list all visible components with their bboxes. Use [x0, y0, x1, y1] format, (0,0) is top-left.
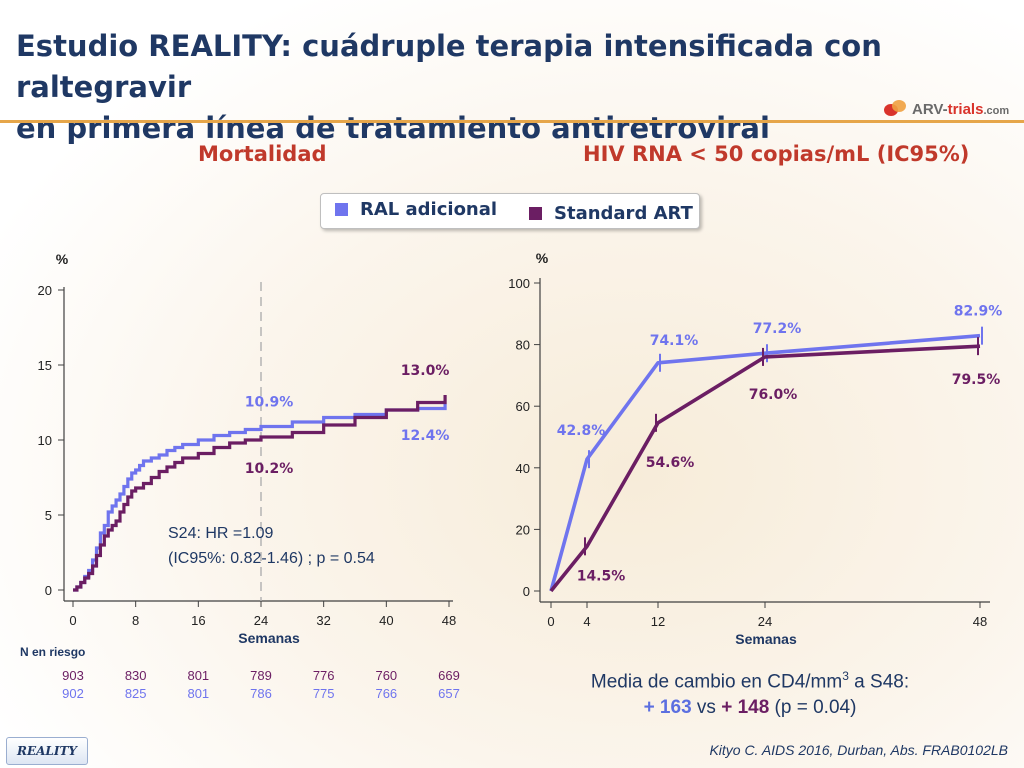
at-risk-value: 776: [313, 668, 335, 683]
hiv-line-standard: [549, 344, 981, 593]
cd4-standard-value: + 148: [721, 697, 770, 719]
title-divider: [0, 120, 1024, 123]
title-line-2: en primera línea de tratamiento antiretr…: [16, 111, 770, 145]
mortality-x-tick-label: 32: [316, 613, 330, 628]
mortality-subtitle: Mortalidad: [198, 142, 327, 166]
hiv-x-axis-label: Semanas: [735, 631, 797, 647]
hiv-x-tick-label: 48: [973, 614, 987, 629]
hiv-y-tick-label: 0: [523, 584, 530, 599]
cd4-change-note: Media de cambio en CD4/mm3 a S48: + 163 …: [590, 669, 910, 719]
mortality-y-tick-label: 10: [38, 433, 52, 448]
mortality-data-label: 13.0%: [401, 363, 450, 379]
hiv-x-tick-label: 24: [758, 614, 772, 629]
hiv-y-tick-label: 80: [516, 338, 530, 353]
legend-label-ral: RAL adicional: [360, 199, 498, 220]
study-tag: REALITY: [6, 737, 88, 765]
mortality-y-tick-label: 0: [45, 583, 52, 598]
hiv-data-label: 54.6%: [646, 455, 695, 471]
hiv-data-label: 74.1%: [650, 333, 699, 349]
mortality-x-tick-label: 8: [132, 613, 139, 628]
at-risk-value: 801: [187, 686, 209, 701]
logo-text: ARV-trials.com: [912, 100, 1010, 118]
mortality-y-tick-label: 5: [45, 508, 52, 523]
hiv-data-label: 77.2%: [753, 321, 802, 337]
legend-item-standard: Standard ART: [529, 203, 693, 224]
mortality-data-label: 10.9%: [245, 395, 294, 411]
logo-mark-icon: [884, 100, 908, 118]
mortality-curve-standard: [73, 395, 447, 592]
legend-item-ral: RAL adicional: [335, 199, 497, 220]
hiv-data-label: 42.8%: [557, 423, 606, 439]
mortality-x-tick-label: 48: [442, 613, 456, 628]
at-risk-value: 801: [187, 668, 209, 683]
at-risk-value: 657: [438, 686, 460, 701]
cd4-ral-value: + 163: [643, 697, 692, 719]
legend-swatch-ral: [335, 203, 348, 216]
mortality-data-label: 10.2%: [245, 461, 294, 477]
hiv-y-tick-label: 40: [516, 461, 530, 476]
hiv-x-tick-label: 0: [547, 614, 554, 629]
at-risk-value: 830: [125, 668, 147, 683]
hiv-x-tick-label: 4: [583, 614, 590, 629]
mortality-x-tick-label: 24: [254, 613, 268, 628]
hiv-y-tick-label: 20: [516, 522, 530, 537]
legend-label-standard: Standard ART: [554, 203, 693, 224]
hiv-x-tick-label: 12: [651, 614, 665, 629]
mortality-y-tick-label: 15: [38, 358, 52, 373]
hiv-data-label: 82.9%: [954, 304, 1003, 320]
hiv-y-tick-label: 60: [516, 399, 530, 414]
hazard-ratio-line-1: S24: HR =1.09: [168, 525, 274, 542]
at-risk-value: 760: [375, 668, 397, 683]
legend-swatch-standard: [529, 207, 542, 220]
mortality-y-axis-label: %: [56, 251, 69, 267]
mortality-x-tick-label: 40: [379, 613, 393, 628]
hiv-rna-subtitle: HIV RNA < 50 copias/mL (IC95%): [583, 142, 970, 166]
at-risk-value: 775: [313, 686, 335, 701]
arv-trials-logo: ARV-trials.com: [884, 96, 1009, 122]
hiv-data-label: 79.5%: [952, 372, 1001, 388]
chart-legend: RAL adicional Standard ART: [320, 193, 700, 229]
hiv-data-label: 76.0%: [749, 387, 798, 403]
mortality-x-axis-label: Semanas: [238, 630, 300, 646]
at-risk-value: 825: [125, 686, 147, 701]
hiv-line-ral: [549, 333, 981, 592]
mortality-data-label: 12.4%: [401, 428, 450, 444]
page-title: Estudio REALITY: cuádruple terapia inten…: [16, 26, 1006, 149]
hiv-y-axis-label: %: [536, 250, 549, 266]
at-risk-value: 669: [438, 668, 460, 683]
hazard-ratio-line-2: (IC95%: 0.82-1.46) ; p = 0.54: [168, 550, 375, 567]
at-risk-value: 786: [250, 686, 272, 701]
hiv-y-tick-label: 100: [508, 276, 530, 291]
at-risk-value: 789: [250, 668, 272, 683]
citation: Kityo C. AIDS 2016, Durban, Abs. FRAB010…: [709, 742, 1008, 758]
title-line-1: Estudio REALITY: cuádruple terapia inten…: [16, 29, 882, 104]
at-risk-value: 902: [62, 686, 84, 701]
at-risk-title: N en riesgo: [20, 645, 85, 659]
mortality-y-tick-label: 20: [38, 283, 52, 298]
at-risk-value: 766: [375, 686, 397, 701]
at-risk-value: 903: [62, 668, 84, 683]
mortality-x-tick-label: 0: [69, 613, 76, 628]
mortality-x-tick-label: 16: [191, 613, 205, 628]
hiv-data-label: 14.5%: [577, 568, 626, 584]
